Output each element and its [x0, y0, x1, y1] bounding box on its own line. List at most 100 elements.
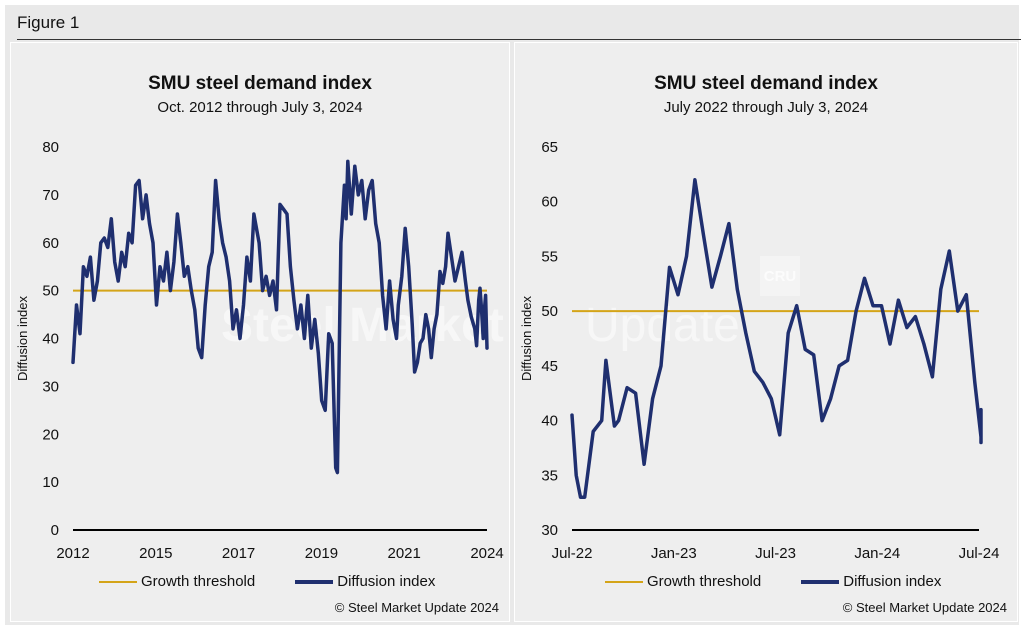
data-point	[207, 265, 210, 268]
data-point	[736, 288, 739, 291]
y-tick-label: 35	[541, 467, 558, 484]
data-point	[162, 280, 165, 282]
data-point	[931, 376, 934, 378]
data-point	[272, 280, 274, 282]
data-point	[347, 160, 349, 163]
data-point	[261, 289, 264, 292]
data-point	[200, 356, 203, 359]
data-point	[96, 280, 99, 282]
data-point	[345, 218, 347, 220]
data-point	[702, 233, 705, 236]
cru-logo: CRU	[760, 256, 800, 296]
data-point	[155, 304, 158, 306]
data-point	[180, 242, 182, 244]
data-point	[214, 179, 217, 182]
data-point	[855, 310, 857, 312]
data-point	[957, 310, 959, 312]
data-point	[343, 184, 346, 187]
data-point	[232, 328, 234, 330]
data-point	[336, 471, 339, 474]
data-point	[367, 189, 370, 191]
data-point	[279, 203, 281, 206]
data-point	[117, 280, 119, 282]
x-tick-label: 2012	[56, 545, 89, 562]
data-point	[677, 293, 679, 296]
data-point	[745, 332, 747, 334]
data-point	[482, 337, 485, 340]
data-point	[575, 474, 577, 477]
data-point	[246, 256, 248, 258]
data-point	[131, 242, 133, 244]
data-point	[86, 275, 88, 278]
legend-swatch-threshold	[605, 580, 643, 583]
chart-panel-right: Update CRU SMU steel demand index July 2…	[514, 42, 1018, 622]
data-point	[228, 280, 231, 282]
data-point	[221, 242, 224, 244]
legend-swatch-series	[295, 579, 334, 584]
watermark-text: Steel Market	[221, 299, 504, 352]
data-point	[385, 328, 387, 330]
data-point	[225, 256, 227, 258]
data-point	[454, 280, 456, 282]
data-point	[634, 392, 637, 395]
data-point	[436, 313, 438, 316]
data-point	[643, 463, 645, 466]
legend-label-series: Diffusion index	[843, 573, 942, 590]
x-tick-label: 2021	[388, 545, 421, 562]
data-point	[401, 275, 403, 278]
data-point	[483, 311, 486, 314]
data-point	[948, 250, 951, 252]
data-point	[258, 242, 260, 244]
copyright: © Steel Market Update 2024	[842, 600, 1007, 615]
data-point	[82, 265, 85, 268]
legend-swatch-series	[801, 579, 840, 584]
y-tick-label: 80	[42, 139, 59, 156]
data-point	[289, 265, 292, 268]
y-tick-label: 0	[51, 522, 59, 539]
data-point	[107, 246, 109, 249]
y-tick-label: 10	[42, 474, 59, 491]
chart-subtitle: July 2022 through July 3, 2024	[663, 99, 869, 116]
data-point	[404, 227, 407, 230]
data-point	[159, 265, 161, 268]
data-point	[93, 299, 95, 302]
data-point	[427, 328, 430, 330]
data-point	[613, 425, 616, 427]
data-point	[293, 299, 295, 302]
data-point	[218, 218, 220, 220]
x-tick-label: Jan-23	[651, 545, 697, 562]
data-point	[141, 218, 144, 220]
data-point	[477, 299, 480, 302]
chart-panel-left: Steel Market SMU steel demand index Oct.…	[10, 42, 510, 622]
data-point	[444, 265, 447, 268]
data-point	[728, 222, 730, 225]
data-point	[190, 289, 193, 292]
data-point	[392, 318, 394, 321]
data-point	[239, 337, 241, 340]
data-point	[286, 213, 288, 215]
data-point	[378, 242, 381, 244]
data-point	[364, 218, 367, 220]
data-point	[173, 261, 175, 263]
data-point	[371, 179, 374, 182]
y-tick-label: 40	[42, 331, 59, 348]
data-point	[762, 381, 764, 384]
data-point	[583, 496, 586, 499]
data-point	[361, 179, 363, 182]
chart-subtitle: Oct. 2012 through July 3, 2024	[157, 99, 363, 116]
data-point	[804, 348, 806, 351]
data-point	[480, 306, 483, 309]
data-point	[113, 261, 116, 263]
data-point	[407, 265, 410, 268]
data-point	[923, 343, 925, 345]
data-point	[719, 255, 722, 258]
data-point	[439, 270, 441, 273]
data-point	[317, 352, 320, 354]
x-tick-label: Jan-24	[854, 545, 900, 562]
legend: Growth threshold Diffusion index	[99, 573, 435, 590]
data-point	[307, 294, 309, 297]
data-point	[592, 430, 594, 433]
data-point	[433, 328, 435, 330]
data-point	[374, 222, 377, 225]
y-tick-label: 60	[541, 194, 558, 211]
